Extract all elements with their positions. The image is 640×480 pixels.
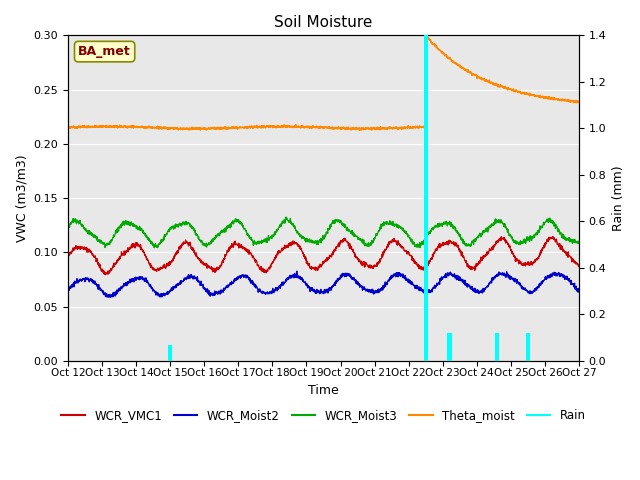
Bar xyxy=(495,333,499,361)
Y-axis label: VWC (m3/m3): VWC (m3/m3) xyxy=(15,154,28,242)
Text: BA_met: BA_met xyxy=(78,45,131,58)
Legend: WCR_VMC1, WCR_Moist2, WCR_Moist3, Theta_moist, Rain: WCR_VMC1, WCR_Moist2, WCR_Moist3, Theta_… xyxy=(56,404,591,427)
Bar xyxy=(526,333,530,361)
X-axis label: Time: Time xyxy=(308,384,339,397)
Title: Soil Moisture: Soil Moisture xyxy=(275,15,372,30)
Y-axis label: Rain (mm): Rain (mm) xyxy=(612,165,625,231)
Bar xyxy=(168,345,172,361)
Bar xyxy=(424,36,428,361)
Bar xyxy=(447,333,452,361)
